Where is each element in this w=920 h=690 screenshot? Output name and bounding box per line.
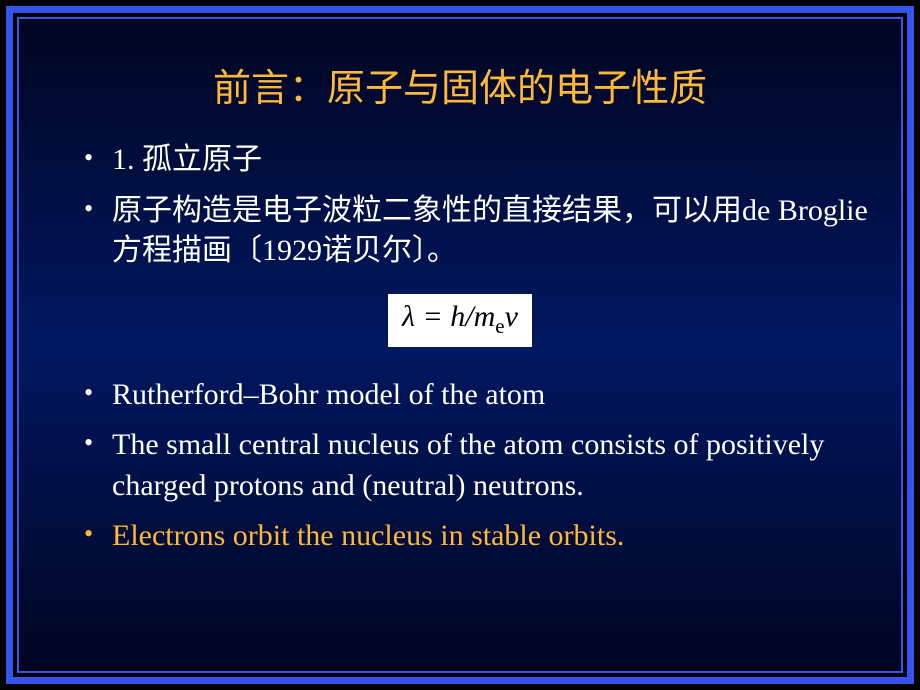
bullet-wave-particle: 原子构造是电子波粒二象性的直接结果，可以用de Broglie方程描画〔1929… bbox=[84, 191, 871, 272]
bullet-text: 原子构造是电子波粒二象性的直接结果，可以用de Broglie方程描画〔1929… bbox=[112, 194, 868, 268]
bullet-text: Electrons orbit the nucleus in stable or… bbox=[112, 519, 624, 552]
bullet-nucleus: The small central nucleus of the atom co… bbox=[84, 425, 871, 506]
formula-eq: = bbox=[415, 300, 450, 333]
bullet-list-top: 1. 孤立原子 原子构造是电子波粒二象性的直接结果，可以用de Broglie方… bbox=[49, 140, 871, 272]
bullet-text: The small central nucleus of the atom co… bbox=[112, 428, 824, 502]
bullet-isolated-atom: 1. 孤立原子 bbox=[84, 140, 871, 181]
formula-sub-e: e bbox=[495, 314, 504, 338]
bullet-rutherford-bohr: Rutherford–Bohr model of the atom bbox=[84, 375, 871, 416]
slide-outer-frame: 前言：原子与固体的电子性质 1. 孤立原子 原子构造是电子波粒二象性的直接结果，… bbox=[0, 0, 920, 690]
formula-h: h bbox=[450, 300, 465, 333]
bullet-text: 1. 孤立原子 bbox=[112, 143, 262, 176]
formula-container: λ = h/mev bbox=[49, 294, 871, 347]
formula-slash: / bbox=[465, 300, 473, 333]
bullet-electrons-orbit: Electrons orbit the nucleus in stable or… bbox=[84, 516, 871, 557]
formula-m: m bbox=[474, 300, 496, 333]
formula-v: v bbox=[505, 300, 518, 333]
de-broglie-formula: λ = h/mev bbox=[388, 294, 532, 347]
slide-content-area: 前言：原子与固体的电子性质 1. 孤立原子 原子构造是电子波粒二象性的直接结果，… bbox=[17, 17, 903, 673]
slide-title: 前言：原子与固体的电子性质 bbox=[49, 57, 871, 112]
bullet-text: Rutherford–Bohr model of the atom bbox=[112, 378, 545, 411]
slide-border-outer: 前言：原子与固体的电子性质 1. 孤立原子 原子构造是电子波粒二象性的直接结果，… bbox=[6, 6, 914, 684]
bullet-list-bottom: Rutherford–Bohr model of the atom The sm… bbox=[49, 375, 871, 557]
formula-lambda: λ bbox=[402, 300, 415, 333]
